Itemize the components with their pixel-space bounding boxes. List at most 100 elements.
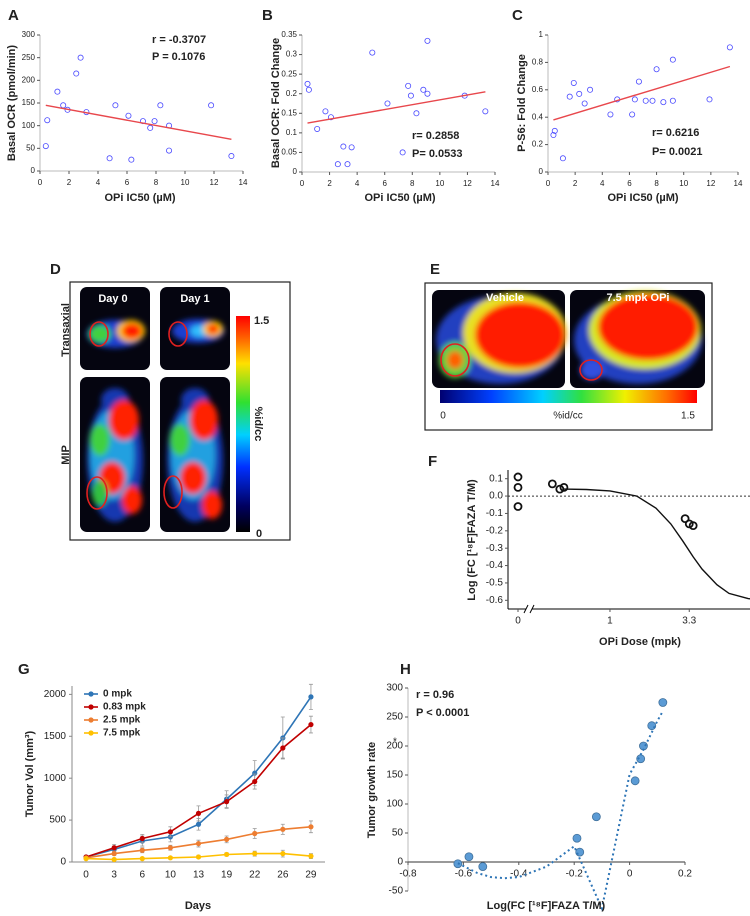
point bbox=[167, 845, 173, 851]
y-axis-label: Basal OCR: Fold Change bbox=[270, 38, 282, 168]
point bbox=[513, 502, 523, 511]
y-axis-label: Tumor growth rate bbox=[366, 742, 378, 838]
x-tick-label: -0.2 bbox=[566, 869, 584, 880]
x-tick-label: 0 bbox=[515, 616, 521, 627]
colorbar bbox=[440, 390, 697, 403]
point bbox=[478, 862, 488, 872]
y-tick-label: 0 bbox=[293, 167, 298, 176]
y-tick-label: 0.3 bbox=[286, 50, 298, 59]
x-axis-label: OPi Dose (mpk) bbox=[599, 636, 681, 648]
panel-letter: C bbox=[512, 7, 523, 24]
annotation: r= 0.6216 bbox=[652, 127, 699, 139]
point bbox=[308, 824, 314, 830]
fit-line bbox=[45, 104, 232, 140]
image-content bbox=[167, 388, 223, 522]
point bbox=[139, 835, 145, 842]
y-tick-label: 2000 bbox=[44, 689, 67, 700]
y-tick-label: 0 bbox=[539, 167, 544, 176]
x-tick-label: 6 bbox=[139, 870, 145, 881]
point bbox=[649, 97, 656, 104]
uptake-blob bbox=[170, 424, 190, 456]
x-tick-label: 10 bbox=[165, 870, 177, 881]
point bbox=[424, 37, 431, 44]
y-tick-label: 200 bbox=[386, 741, 403, 752]
y-tick-label: 200 bbox=[22, 75, 36, 84]
x-tick-label: 14 bbox=[239, 178, 248, 187]
point bbox=[224, 799, 230, 805]
colorbar-max: 1.5 bbox=[254, 315, 269, 327]
point bbox=[631, 96, 638, 103]
point bbox=[629, 111, 636, 118]
point bbox=[195, 854, 202, 860]
point bbox=[334, 161, 341, 168]
legend-label: 0 mpk bbox=[103, 689, 132, 700]
x-tick-label: 0 bbox=[627, 869, 633, 880]
fit-line bbox=[307, 91, 486, 124]
point bbox=[547, 479, 557, 489]
y-tick-label: 0 bbox=[60, 857, 66, 868]
point bbox=[195, 821, 202, 827]
y-label-note: * bbox=[393, 737, 397, 748]
point bbox=[513, 482, 523, 492]
y-axis-label: Basal OCR (pmol/min) bbox=[6, 45, 18, 161]
colorbar-label: %id/cc bbox=[252, 407, 264, 442]
annotation: r= 0.2858 bbox=[412, 130, 459, 142]
point bbox=[647, 721, 657, 731]
panel-letter: F bbox=[428, 453, 437, 470]
point bbox=[128, 156, 135, 163]
point bbox=[83, 856, 89, 862]
point bbox=[106, 155, 113, 162]
y-tick-label: -50 bbox=[389, 886, 404, 897]
point bbox=[576, 90, 583, 97]
point bbox=[384, 100, 391, 107]
image-content bbox=[172, 319, 224, 343]
point bbox=[660, 99, 667, 106]
tumor-outline bbox=[168, 321, 188, 347]
tumor-outline bbox=[440, 343, 470, 377]
x-tick-label: -0.6 bbox=[455, 869, 473, 880]
point bbox=[575, 847, 585, 857]
fit-line bbox=[457, 710, 664, 912]
colorbar-max: 1.5 bbox=[681, 411, 695, 422]
y-tick-label: -0.5 bbox=[486, 578, 504, 589]
point bbox=[591, 812, 601, 822]
point bbox=[322, 108, 329, 115]
point bbox=[642, 97, 649, 104]
point bbox=[669, 97, 676, 104]
point bbox=[420, 86, 427, 93]
x-tick-label: 14 bbox=[491, 179, 500, 188]
y-tick-label: 50 bbox=[26, 143, 35, 152]
x-tick-label: -0.8 bbox=[399, 869, 417, 880]
point bbox=[344, 161, 351, 168]
tumor-outline bbox=[89, 321, 109, 347]
panel-letter: G bbox=[18, 661, 30, 678]
y-tick-label: 0.8 bbox=[532, 58, 544, 67]
y-tick-label: -0.4 bbox=[486, 560, 504, 571]
x-tick-label: 0 bbox=[38, 178, 43, 187]
x-tick-label: 0.2 bbox=[678, 869, 692, 880]
x-tick-label: 8 bbox=[654, 179, 659, 188]
x-tick-label: 3 bbox=[111, 870, 117, 881]
x-tick-label: 8 bbox=[154, 178, 159, 187]
point bbox=[252, 830, 258, 837]
annotation: r = -0.3707 bbox=[152, 34, 206, 46]
x-tick-label: 6 bbox=[627, 179, 632, 188]
y-tick-label: 250 bbox=[386, 712, 403, 723]
point bbox=[570, 79, 577, 86]
y-tick-label: 0.4 bbox=[532, 112, 544, 121]
annotation: r = 0.96 bbox=[416, 689, 454, 701]
point bbox=[112, 102, 119, 109]
point bbox=[151, 118, 158, 125]
point bbox=[44, 117, 51, 124]
y-tick-label: -0.1 bbox=[486, 508, 504, 519]
y-tick-label: -0.3 bbox=[486, 543, 504, 554]
legend-label: 0.83 mpk bbox=[103, 702, 146, 713]
point bbox=[305, 86, 312, 93]
x-axis-label: OPi IC50 (µM) bbox=[104, 192, 175, 204]
x-tick-label: 2 bbox=[327, 179, 332, 188]
y-tick-label: 100 bbox=[386, 799, 403, 810]
y-tick-label: -0.6 bbox=[486, 595, 504, 606]
panel-letter: H bbox=[400, 661, 411, 678]
point bbox=[405, 82, 412, 89]
tumor-outline bbox=[86, 476, 108, 510]
